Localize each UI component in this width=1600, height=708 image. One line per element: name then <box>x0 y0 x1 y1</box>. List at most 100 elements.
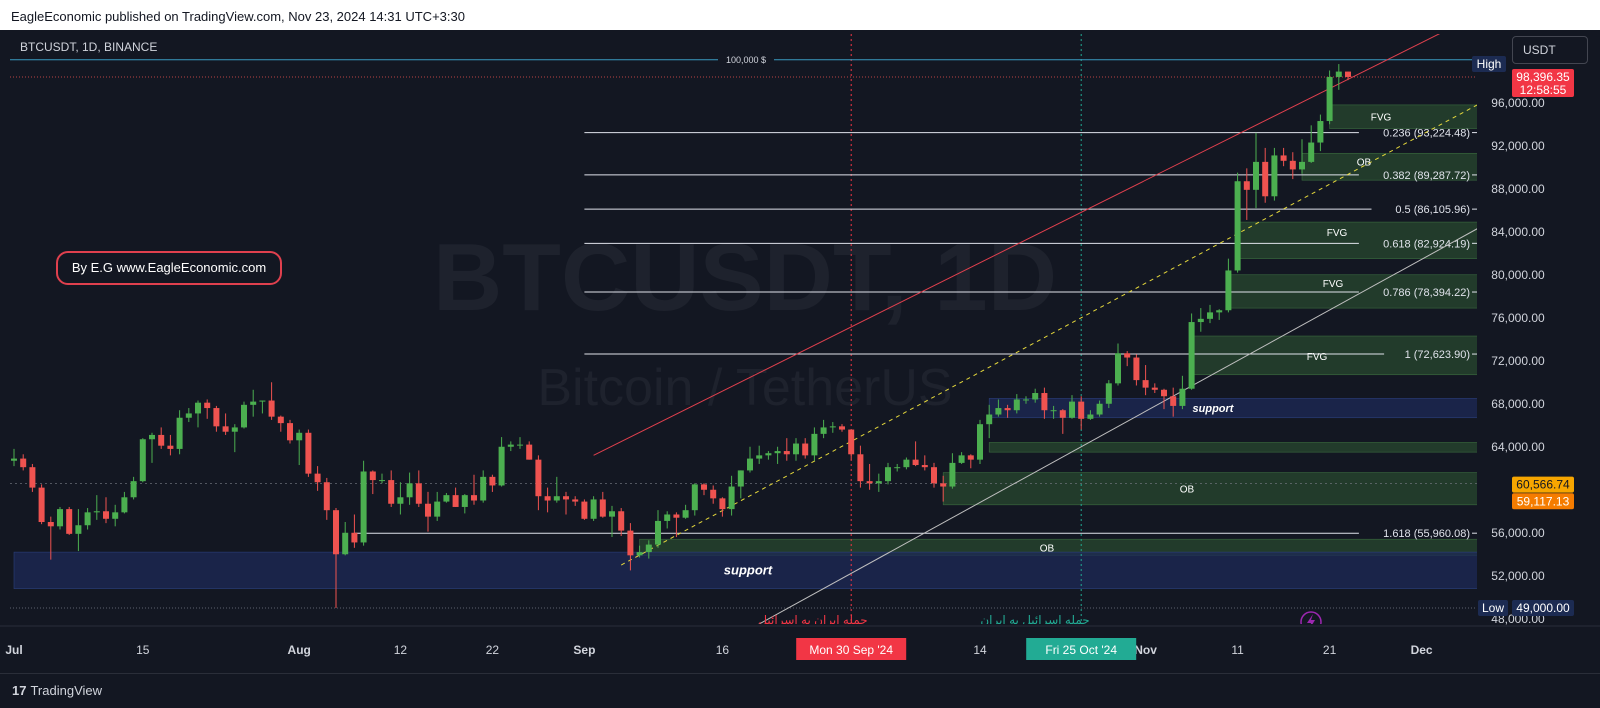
candle-2024-10-01 <box>857 445 864 488</box>
candle-2024-11-01 <box>1142 365 1149 396</box>
candle-2024-11-20 <box>1317 114 1324 152</box>
x-tick-2024-09-16: 16 <box>716 643 730 657</box>
candle-body <box>627 530 634 556</box>
candle-body <box>995 408 1002 415</box>
candle-2024-08-28 <box>544 487 551 513</box>
x-tick-2024-08-01: Aug <box>288 643 311 657</box>
fib-label-1.618: 1.618 (55,960.08) <box>1383 528 1470 540</box>
event-date-tag-bg <box>796 638 907 660</box>
candle-2024-11-11 <box>1234 172 1241 273</box>
candle-body <box>268 400 275 417</box>
candle-body <box>1234 181 1241 271</box>
candle-body <box>875 481 882 484</box>
candle-2024-07-02 <box>20 454 27 471</box>
candle-body <box>314 473 321 483</box>
candle-2024-09-26 <box>811 427 818 461</box>
candle-2024-08-24 <box>507 441 514 452</box>
candle-body <box>213 408 220 427</box>
candle-body <box>1105 383 1112 404</box>
x-tick-2024-09-01: Sep <box>573 643 595 657</box>
candle-body <box>29 467 36 488</box>
candle-2024-10-25 <box>1078 396 1085 430</box>
tradingview-logo[interactable]: 17 TradingView <box>12 683 102 698</box>
candle-2024-09-20 <box>756 445 763 464</box>
candle-body <box>360 471 367 543</box>
event-date-tag-1: Fri 25 Oct '24 <box>1026 638 1137 660</box>
zone-label-0: FVG <box>1371 113 1392 124</box>
candle-body <box>1253 161 1259 190</box>
candle-body <box>1124 353 1131 358</box>
high-tag: High <box>1472 56 1506 73</box>
candle-2024-08-11 <box>388 470 395 507</box>
candle-2024-10-17 <box>1004 404 1011 418</box>
candle-2024-11-22 <box>1335 64 1342 90</box>
y-tick-92000: 92,000.00 <box>1491 139 1545 153</box>
candle-2024-08-03 <box>314 466 321 491</box>
y-tick-52000: 52,000.00 <box>1491 569 1545 583</box>
x-tick-2024-11-21: 21 <box>1323 643 1337 657</box>
candle-body <box>507 444 514 447</box>
candle-2024-10-02 <box>866 463 873 490</box>
candle-body <box>93 511 100 513</box>
candle-body <box>1207 312 1213 319</box>
currency-button[interactable]: USDT <box>1512 36 1588 64</box>
x-tick-2024-07-15: 15 <box>136 643 150 657</box>
candle-2024-08-07 <box>351 514 358 548</box>
candle-body <box>1216 310 1223 313</box>
y-tick-64000: 64,000.00 <box>1491 440 1545 454</box>
candle-2024-08-20 <box>471 474 477 505</box>
x-tick-2024-07-01: Jul <box>5 643 22 657</box>
event-date-tag-text: Fri 25 Oct '24 <box>1045 643 1117 657</box>
candle-body <box>691 484 698 511</box>
candle-2024-10-31 <box>1133 354 1140 386</box>
candle-body <box>259 400 266 402</box>
candle-2024-09-18 <box>737 470 744 499</box>
candle-body <box>1013 399 1020 411</box>
candle-2024-09-12 <box>682 504 689 519</box>
candle-body <box>369 471 376 481</box>
candle-body <box>949 462 956 487</box>
published-text: EagleEconomic published on TradingView.c… <box>11 9 465 24</box>
candle-body <box>719 498 726 510</box>
candle-2024-10-04 <box>885 462 891 485</box>
candle-2024-08-17 <box>443 492 450 503</box>
price-tag-low-3: 49,000.00 <box>1512 600 1574 617</box>
candle-body <box>535 459 542 497</box>
candle-body <box>1326 76 1333 122</box>
candle-body <box>747 458 753 471</box>
candle-body <box>480 476 487 501</box>
candle-2024-07-31 <box>287 419 293 444</box>
author-byline[interactable]: By E.G www.EagleEconomic.com <box>56 251 282 285</box>
channel-line-white <box>758 228 1477 624</box>
candle-body <box>241 404 247 428</box>
candle-body <box>811 433 818 456</box>
candle-2024-11-23 <box>1345 71 1351 81</box>
candle-2024-10-19 <box>1023 396 1029 404</box>
x-tick-2024-12-01: Dec <box>1411 643 1433 657</box>
candle-body <box>471 495 477 501</box>
candle-body <box>912 459 919 466</box>
candle-body <box>885 467 891 482</box>
candle-body <box>1032 393 1039 400</box>
fib-label-0.618: 0.618 (82,924.19) <box>1383 238 1470 250</box>
candle-body <box>388 480 395 504</box>
candle-body <box>1271 155 1278 197</box>
candle-2024-10-13 <box>967 454 974 469</box>
candle-2024-11-18 <box>1299 139 1305 174</box>
candle-2024-07-12 <box>112 504 119 527</box>
y-tick-68000: 68,000.00 <box>1491 397 1545 411</box>
y-tick-56000: 56,000.00 <box>1491 526 1545 540</box>
low-tag-bg <box>1478 600 1508 617</box>
symbol-title[interactable]: BTCUSDT, 1D, BINANCE <box>20 40 158 54</box>
candle-2024-09-22 <box>774 446 781 464</box>
chart-area[interactable]: BTCUSDT, 1D Bitcoin / TetherUS 100,000 $ … <box>0 30 1600 673</box>
price-tag-bg <box>1512 600 1574 617</box>
candle-body <box>498 446 505 486</box>
candle-2024-11-14 <box>1262 147 1269 203</box>
zone-fvg-4 <box>1191 335 1477 376</box>
candle-body <box>802 443 809 456</box>
line-100k-label: 100,000 $ <box>726 55 766 65</box>
channel-line-yellow <box>620 104 1477 566</box>
candle-2024-11-04 <box>1170 387 1177 417</box>
